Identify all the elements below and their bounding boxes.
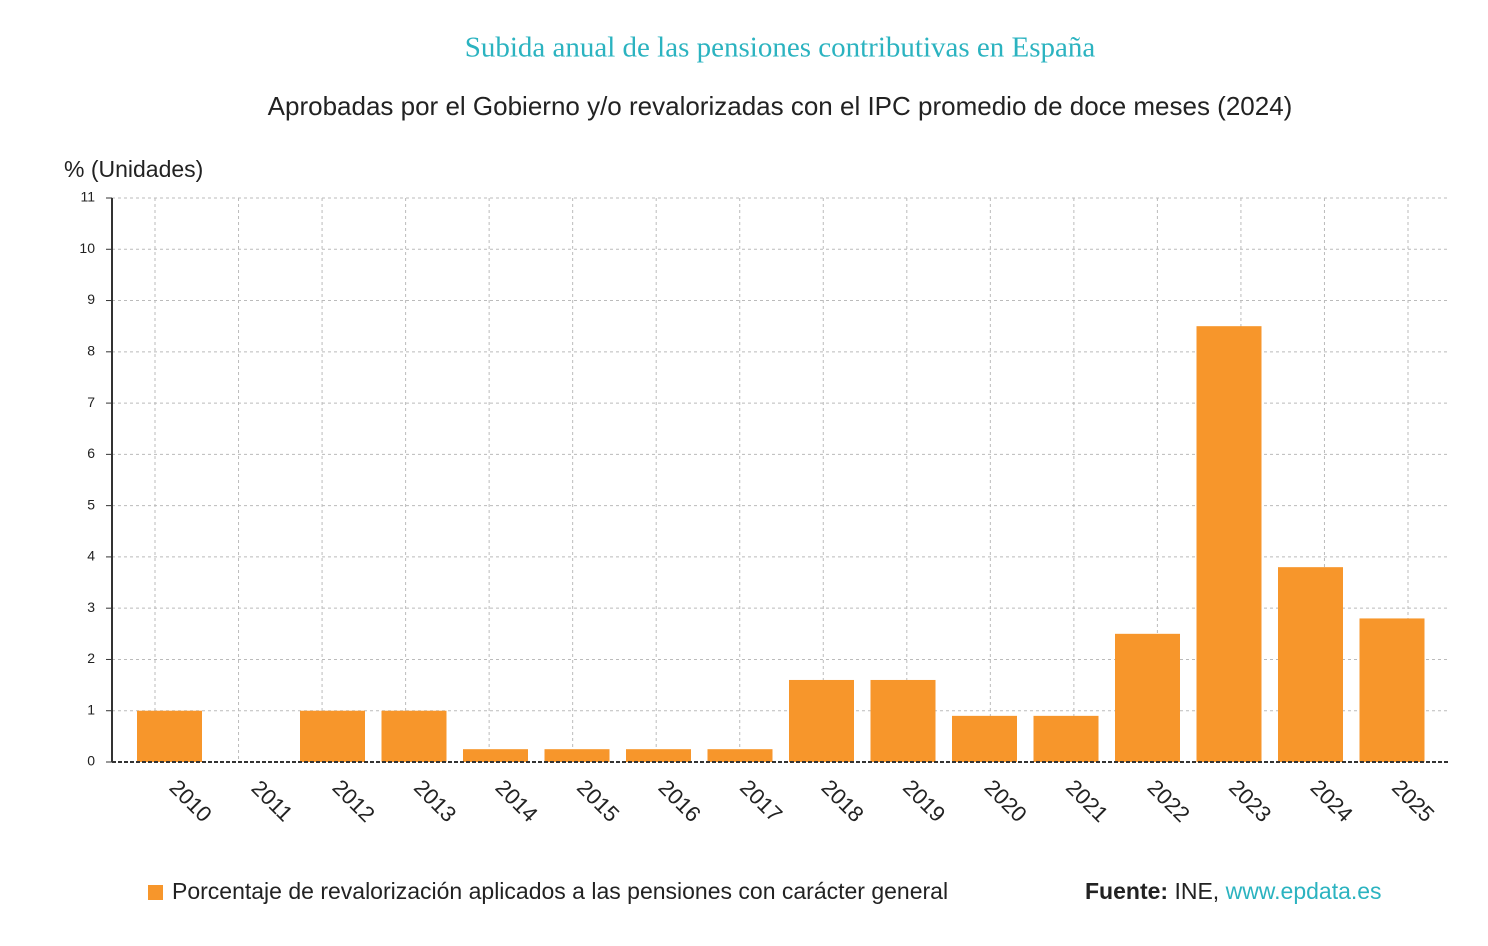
- x-tick-label: 2014: [491, 775, 543, 827]
- bar: [789, 679, 854, 762]
- x-tick-label: 2010: [165, 775, 217, 827]
- y-axis-label: % (Unidades): [64, 156, 203, 182]
- bar: [870, 679, 936, 762]
- bar: [544, 749, 610, 762]
- y-tick-label: 3: [87, 599, 95, 615]
- y-tick-label: 5: [87, 496, 95, 512]
- x-tick-label: 2020: [980, 775, 1032, 827]
- source-label: Fuente:: [1085, 878, 1168, 904]
- x-tick-label: 2024: [1306, 775, 1358, 827]
- x-tick-label: 2015: [572, 775, 624, 827]
- bar: [381, 710, 447, 762]
- legend-label: Porcentaje de revalorización aplicados a…: [172, 878, 948, 904]
- x-tick-label: 2022: [1143, 775, 1195, 827]
- bar: [1033, 715, 1099, 762]
- y-tick-label: 8: [87, 343, 95, 359]
- y-tick-label: 9: [87, 291, 95, 307]
- x-tick-label: 2016: [654, 775, 706, 827]
- y-tick-label: 11: [80, 189, 95, 205]
- x-tick-label: 2011: [247, 775, 298, 826]
- y-tick-label: 1: [87, 701, 95, 717]
- x-tick-label: 2018: [817, 775, 869, 827]
- chart-title: Subida anual de las pensiones contributi…: [465, 32, 1096, 64]
- x-tick-label: 2021: [1061, 775, 1113, 827]
- bar: [1278, 567, 1343, 762]
- y-tick-label: 0: [87, 753, 95, 769]
- source: Fuente: INE, www.epdata.es: [1085, 878, 1382, 904]
- source-link: www.epdata.es: [1225, 878, 1382, 904]
- y-tick-label: 4: [87, 548, 95, 564]
- source-text: INE,: [1174, 878, 1219, 904]
- y-tick-label: 10: [79, 240, 95, 256]
- y-tick-label: 7: [87, 394, 95, 410]
- bar: [1359, 618, 1425, 762]
- legend-swatch: [148, 885, 163, 900]
- bar: [707, 749, 773, 762]
- bar: [137, 710, 202, 762]
- bar: [1115, 633, 1180, 762]
- x-tick-label: 2017: [735, 775, 787, 827]
- y-tick-label: 2: [87, 650, 95, 666]
- x-tick-label: 2023: [1224, 775, 1276, 827]
- x-tick-label: 2025: [1387, 775, 1439, 827]
- x-tick-label: 2019: [898, 775, 950, 827]
- bar: [300, 710, 365, 762]
- chart-subtitle: Aprobadas por el Gobierno y/o revaloriza…: [268, 91, 1293, 121]
- bar: [463, 749, 528, 762]
- bar: [626, 749, 691, 762]
- bar: [1196, 326, 1262, 762]
- bar: [952, 715, 1017, 762]
- y-tick-label: 6: [87, 445, 95, 461]
- x-tick-label: 2013: [409, 775, 461, 827]
- x-tick-label: 2012: [328, 775, 380, 827]
